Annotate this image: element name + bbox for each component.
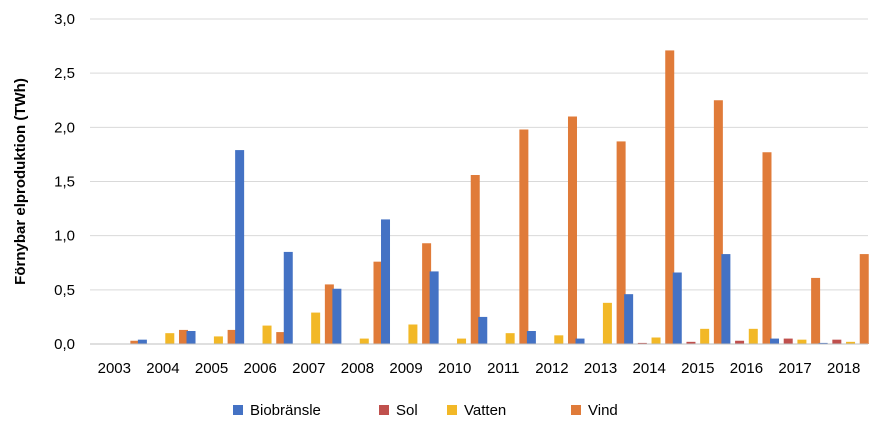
x-tick-label: 2009 [389, 360, 422, 377]
legend: Biobränsle Sol Vatten Vind [233, 402, 618, 419]
x-tick-label: 2005 [195, 360, 228, 377]
bar-sol-2016 [735, 340, 745, 344]
bar-vind-2012 [567, 116, 577, 344]
bar-vind-2003 [130, 340, 140, 344]
legend-swatch-sol [379, 405, 389, 415]
bar-vatten-2006 [262, 325, 272, 344]
y-tick-label: 0,5 [54, 282, 75, 299]
bar-vind-2018 [859, 254, 869, 344]
x-tick-label: 2008 [341, 360, 374, 377]
bar-sol-2015 [686, 341, 696, 344]
bar-biobränsle-2011 [478, 316, 488, 344]
bar-biobränsle-2012 [526, 331, 536, 344]
bar-sol-2014 [637, 342, 647, 344]
legend-swatch-vind [571, 405, 581, 415]
bar-vind-2009 [422, 243, 432, 344]
x-tick-label: 2012 [535, 360, 568, 377]
bar-vind-2006 [276, 332, 286, 344]
x-tick-label: 2016 [730, 360, 763, 377]
bar-biobränsle-2009 [381, 219, 391, 344]
legend-label-vind: Vind [588, 402, 618, 419]
x-tick-label: 2018 [827, 360, 860, 377]
bar-vind-2016 [762, 152, 772, 344]
bar-biobränsle-2006 [235, 150, 245, 344]
x-tick-label: 2014 [633, 360, 666, 377]
bar-vatten-2005 [213, 336, 223, 344]
bar-vatten-2012 [554, 335, 564, 344]
bar-vatten-2013 [602, 302, 612, 344]
y-tick-label: 3,0 [54, 11, 75, 28]
bar-vind-2005 [227, 329, 237, 344]
bar-vatten-2015 [700, 328, 710, 344]
bar-vatten-2004 [165, 333, 175, 344]
bar-vatten-2017 [797, 339, 807, 344]
bar-vind-2007 [324, 284, 334, 344]
x-tick-label: 2003 [98, 360, 131, 377]
bar-biobränsle-2014 [624, 294, 634, 344]
x-tick-label: 2013 [584, 360, 617, 377]
bar-sol-2018 [832, 339, 842, 344]
bar-vatten-2016 [748, 328, 758, 344]
y-tick-label: 2,0 [54, 119, 75, 136]
x-tick-label: 2010 [438, 360, 471, 377]
bar-biobränsle-2008 [332, 288, 342, 344]
y-tick-label: 2,5 [54, 65, 75, 82]
bar-biobränsle-2013 [575, 338, 585, 344]
bar-vind-2013 [616, 141, 626, 344]
y-tick-label: 0,0 [54, 336, 75, 353]
bar-vatten-2014 [651, 337, 661, 344]
x-tick-label: 2011 [487, 360, 519, 377]
bar-vatten-2011 [505, 333, 515, 344]
bar-vatten-2009 [408, 324, 418, 344]
bar-vind-2008 [373, 261, 383, 344]
bar-vind-2017 [811, 277, 821, 344]
x-tick-label: 2017 [778, 360, 811, 377]
legend-swatch-biobränsle [233, 405, 243, 415]
bar-vatten-2010 [457, 338, 467, 344]
bar-biobränsle-2015 [672, 272, 682, 344]
bar-vind-2011 [519, 129, 529, 344]
y-tick-label: 1,5 [54, 174, 75, 191]
y-axis-label: Förnybar elproduktion (TWh) [12, 78, 29, 285]
bar-vatten-2008 [359, 338, 369, 344]
bars [130, 50, 869, 345]
legend-label-sol: Sol [396, 402, 418, 419]
x-tick-label: 2007 [292, 360, 325, 377]
bar-biobränsle-2010 [429, 271, 439, 344]
x-tick-label: 2006 [244, 360, 277, 377]
bar-biobränsle-2018 [818, 342, 828, 344]
x-tick-label: 2015 [681, 360, 714, 377]
legend-label-biobränsle: Biobränsle [250, 402, 321, 419]
x-axis-ticks: 2003 2004 2005 2006 2007 2008 2009 2010 2011 2012… [98, 360, 861, 377]
y-tick-label: 1,0 [54, 228, 75, 245]
bar-biobränsle-2004 [137, 339, 147, 344]
x-tick-label: 2004 [146, 360, 179, 377]
bar-vind-2015 [713, 100, 723, 344]
bar-biobränsle-2005 [186, 331, 196, 344]
legend-label-vatten: Vatten [464, 402, 506, 419]
bar-vind-2010 [470, 175, 480, 344]
bar-vatten-2018 [846, 341, 856, 344]
bar-vind-2004 [178, 329, 188, 344]
y-axis-ticks: 0,0 0,5 1,0 1,5 2,0 2,5 3,0 [54, 11, 75, 353]
bar-sol-2017 [783, 338, 793, 344]
legend-swatch-vatten [447, 405, 457, 415]
bar-biobränsle-2016 [721, 254, 731, 344]
bar-biobränsle-2007 [283, 251, 293, 344]
bar-biobränsle-2017 [770, 338, 780, 344]
bar-vind-2014 [665, 50, 675, 345]
bar-vatten-2007 [311, 312, 321, 344]
